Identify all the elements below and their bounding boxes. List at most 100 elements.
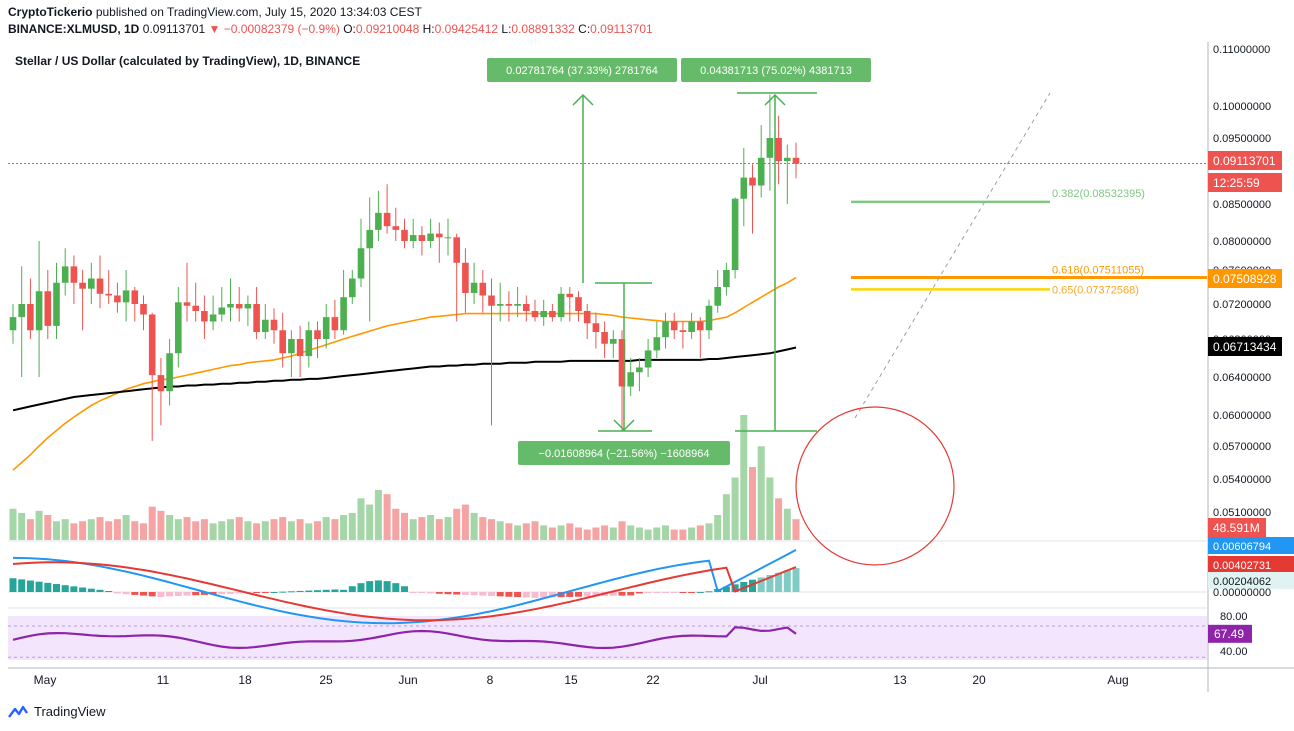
volume-bar <box>18 512 26 540</box>
measure-label-box <box>518 441 730 465</box>
candle-body <box>531 311 539 318</box>
macd-histogram-bar <box>435 592 443 594</box>
volume-bar <box>548 527 556 540</box>
volume-bar <box>192 521 200 540</box>
volume-bar <box>235 517 243 540</box>
high-value: 0.09425412 <box>434 22 499 36</box>
volume-bar <box>522 523 530 540</box>
candle-body <box>166 353 173 392</box>
volume-bar <box>418 517 426 540</box>
volume-bar <box>253 523 261 540</box>
volume-bar <box>227 519 234 540</box>
candle-body <box>557 293 565 318</box>
date-tick-label: 18 <box>238 673 252 687</box>
volume-bar <box>679 529 687 540</box>
macd-histogram-bar <box>79 587 87 592</box>
candle-body <box>140 304 147 315</box>
volume-bar <box>87 519 95 540</box>
candle-body <box>792 157 800 164</box>
date-tick-label: 13 <box>893 673 907 687</box>
candle-body <box>183 302 191 306</box>
candle-body <box>705 305 713 331</box>
date-tick-label: 22 <box>646 673 660 687</box>
volume-bar <box>722 494 730 540</box>
volume-bar <box>575 527 582 540</box>
price-tick-label: 0.07200000 <box>1213 299 1271 311</box>
volume-bar <box>766 477 774 540</box>
volume-bar <box>105 521 113 540</box>
volume-bar <box>44 515 52 540</box>
candle-body <box>636 367 643 373</box>
volume-bar <box>9 508 17 540</box>
volume-bar <box>757 446 765 540</box>
volume-bar <box>357 498 365 540</box>
candle-body <box>209 314 217 322</box>
candle-body <box>514 304 521 306</box>
candle-body <box>697 321 704 331</box>
volume-bar <box>444 517 452 540</box>
macd-histogram-bar <box>348 586 356 592</box>
macd-histogram-bar <box>409 592 417 593</box>
macd-histogram-bar <box>470 592 478 596</box>
macd-histogram-bar <box>775 572 783 592</box>
candle-body <box>201 311 208 322</box>
macd-histogram-bar <box>522 592 530 598</box>
macd-value-box <box>1208 556 1294 573</box>
volume-bar <box>392 508 400 540</box>
rsi-tick-label: 80.00 <box>1220 611 1248 623</box>
volume-bar <box>96 517 104 540</box>
volume-bar <box>157 510 165 540</box>
price-tick-label: 0.05700000 <box>1213 441 1271 453</box>
candle-body <box>314 330 321 339</box>
macd-histogram-bar <box>722 586 730 592</box>
macd-histogram-bar <box>261 592 269 593</box>
date-tick-label: Jun <box>398 673 417 687</box>
price-tick-label: 0.11000000 <box>1213 44 1270 56</box>
volume-bar <box>279 517 287 540</box>
macd-histogram-bar <box>766 575 774 592</box>
tradingview-brand: TradingView <box>34 704 106 719</box>
macd-value-box <box>1208 537 1294 554</box>
macd-histogram-bar <box>314 590 321 592</box>
date-tick-label: 25 <box>319 673 333 687</box>
candle-body <box>340 297 347 331</box>
volume-bar <box>783 508 791 540</box>
macd-histogram-bar <box>227 592 234 594</box>
candle-body <box>436 233 443 238</box>
tradingview-logo[interactable]: TradingView <box>8 704 106 719</box>
macd-histogram-bar <box>253 592 261 593</box>
price-tick-label: 0.05100000 <box>1213 507 1271 519</box>
volume-bar <box>305 523 313 540</box>
volume-bar <box>488 519 495 540</box>
candle-body <box>444 237 452 239</box>
macd-histogram-bar <box>235 592 243 594</box>
volume-bar <box>270 519 278 540</box>
volume-bar <box>209 523 217 540</box>
candle-body <box>670 321 678 331</box>
macd-histogram-bar <box>635 592 643 594</box>
candle-body <box>375 212 382 230</box>
volume-bar <box>70 523 78 540</box>
date-tick-label: Aug <box>1107 673 1128 687</box>
macd-histogram-bar <box>705 591 713 593</box>
candle-body <box>679 330 687 332</box>
open-label: O: <box>343 22 356 36</box>
measure-arrow-up-head <box>572 93 594 106</box>
macd-histogram-bar <box>418 592 426 594</box>
macd-histogram-bar <box>200 592 208 595</box>
volume-bar <box>453 508 461 540</box>
volume-bar <box>244 521 252 540</box>
price-marker-box <box>1208 518 1266 537</box>
macd-histogram-bar <box>783 570 791 592</box>
volume-bar <box>583 529 591 540</box>
candle-body <box>462 262 469 293</box>
macd-histogram-bar <box>340 589 348 592</box>
price-marker-label: 48.591M <box>1213 521 1260 535</box>
candle-body <box>409 235 417 241</box>
volume-bar <box>113 519 121 540</box>
macd-value-label: 0.00204062 <box>1213 576 1271 588</box>
publish-info: CryptoTickerio published on TradingView.… <box>8 5 422 19</box>
down-arrow-icon: ▼ <box>208 22 221 36</box>
volume-bar <box>566 523 574 540</box>
